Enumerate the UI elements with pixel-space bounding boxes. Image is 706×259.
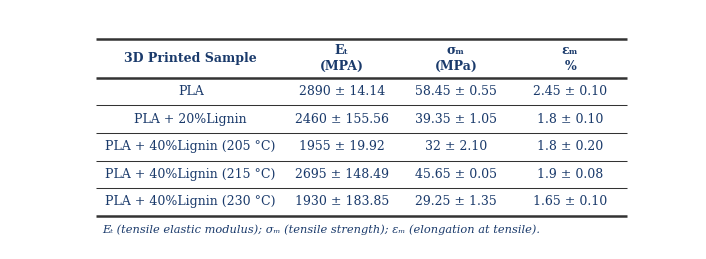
Text: 32 ± 2.10: 32 ± 2.10: [425, 140, 487, 153]
Text: 45.65 ± 0.05: 45.65 ± 0.05: [415, 168, 497, 181]
Text: (MPa): (MPa): [435, 60, 477, 73]
Text: σₘ: σₘ: [447, 44, 465, 57]
Text: PLA + 40%Lignin (230 °C): PLA + 40%Lignin (230 °C): [105, 195, 276, 208]
Text: 1955 ± 19.92: 1955 ± 19.92: [299, 140, 385, 153]
Text: Eₜ: Eₜ: [335, 44, 349, 57]
Text: 1.9 ± 0.08: 1.9 ± 0.08: [537, 168, 603, 181]
Text: PLA + 20%Lignin: PLA + 20%Lignin: [134, 113, 247, 126]
Text: 2460 ± 155.56: 2460 ± 155.56: [295, 113, 389, 126]
Text: Eₜ (tensile elastic modulus); σₘ (tensile strength); εₘ (elongation at tensile).: Eₜ (tensile elastic modulus); σₘ (tensil…: [102, 225, 540, 235]
Text: PLA + 40%Lignin (205 °C): PLA + 40%Lignin (205 °C): [105, 140, 276, 153]
Text: 2890 ± 14.14: 2890 ± 14.14: [299, 85, 385, 98]
Text: PLA: PLA: [178, 85, 203, 98]
Text: εₘ: εₘ: [562, 44, 578, 57]
Text: (MPA): (MPA): [320, 60, 364, 73]
Text: 39.35 ± 1.05: 39.35 ± 1.05: [415, 113, 497, 126]
Text: 2695 ± 148.49: 2695 ± 148.49: [295, 168, 389, 181]
Text: PLA + 40%Lignin (215 °C): PLA + 40%Lignin (215 °C): [105, 168, 276, 181]
Text: 3D Printed Sample: 3D Printed Sample: [124, 52, 257, 65]
Text: 1.8 ± 0.20: 1.8 ± 0.20: [537, 140, 603, 153]
Text: 1.65 ± 0.10: 1.65 ± 0.10: [533, 195, 607, 208]
Text: 1.8 ± 0.10: 1.8 ± 0.10: [537, 113, 604, 126]
Text: 29.25 ± 1.35: 29.25 ± 1.35: [415, 195, 497, 208]
Text: 58.45 ± 0.55: 58.45 ± 0.55: [415, 85, 497, 98]
Text: %: %: [564, 60, 576, 73]
Text: 2.45 ± 0.10: 2.45 ± 0.10: [533, 85, 607, 98]
Text: 1930 ± 183.85: 1930 ± 183.85: [295, 195, 389, 208]
